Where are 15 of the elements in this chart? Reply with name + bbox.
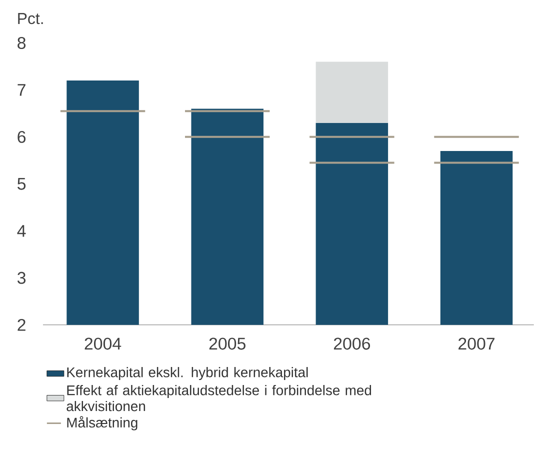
- y-tick-label: 5: [18, 178, 26, 190]
- x-tick-label: 2007: [458, 338, 494, 350]
- y-tick-label: 2: [18, 319, 26, 331]
- y-tick-label: 6: [18, 131, 26, 144]
- y-tick-label: 8: [18, 37, 26, 50]
- x-tick-label: 2005: [209, 338, 246, 350]
- y-axis-title: Pct.: [18, 13, 43, 24]
- y-tick-label: 7: [18, 84, 26, 96]
- legend-label: Kernekapital ekskl. hybrid kernekapital: [67, 367, 308, 380]
- legend-label: Målsætning: [67, 416, 138, 430]
- y-tick-label: 3: [17, 272, 26, 284]
- y-tick-label: 4: [17, 225, 26, 237]
- x-tick-label: 2004: [84, 338, 122, 350]
- x-tick-label: 2006: [334, 338, 370, 350]
- legend-label: Effekt af aktiekapitaludstedelse i forbindelse med akkvisitionen: [66, 385, 372, 412]
